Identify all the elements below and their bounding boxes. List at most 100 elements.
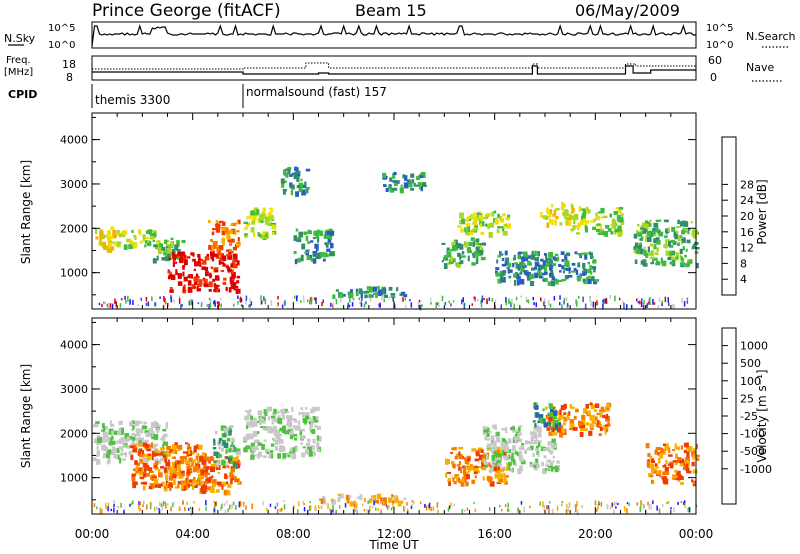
velocity-colorbar-tick-label: 100: [740, 375, 761, 388]
power-cell: [156, 255, 159, 261]
velocity-cell: [193, 449, 197, 453]
power-cell: [596, 223, 601, 226]
velocity-cell: [686, 467, 690, 474]
velocity-cell: [197, 473, 201, 479]
power-cell: [609, 213, 613, 218]
power-cell: [593, 266, 596, 273]
power-cell: [601, 231, 606, 236]
power-cell: [225, 286, 228, 292]
velocity-cell: [148, 428, 154, 433]
velocity-cell: [231, 478, 235, 481]
power-ground-scatter: [220, 297, 222, 301]
velocity-cell: [237, 465, 241, 469]
velocity-cell: [471, 479, 476, 484]
velocity-cell: [492, 424, 496, 429]
velocity-cell: [497, 465, 500, 471]
velocity-cell: [503, 477, 507, 484]
velocity-cell: [194, 485, 198, 488]
velocity-cell: [134, 420, 140, 427]
velocity-cell: [224, 473, 228, 479]
velocity-cell: [403, 497, 406, 500]
velocity-cell: [688, 446, 693, 450]
power-cell: [116, 241, 121, 248]
power-cell: [519, 279, 525, 285]
power-cell: [534, 272, 539, 279]
power-cell: [690, 221, 693, 224]
power-cell: [574, 214, 579, 221]
velocity-ground-scatter: [186, 501, 188, 506]
power-cell: [580, 219, 585, 225]
power-cell: [584, 272, 587, 276]
velocity-cell: [199, 482, 204, 487]
power-cell: [100, 229, 103, 232]
power-cell: [489, 222, 494, 228]
velocity-cell: [268, 415, 271, 419]
velocity-cell: [202, 484, 207, 490]
power-ground-scatter: [683, 301, 686, 307]
power-cell: [531, 250, 534, 256]
velocity-ground-scatter: [232, 501, 235, 506]
power-cell: [675, 230, 679, 234]
velocity-cell: [562, 429, 565, 434]
power-ground-scatter: [402, 297, 404, 302]
velocity-ground-scatter: [190, 507, 193, 514]
velocity-cell: [150, 475, 154, 480]
power-cell: [181, 239, 186, 244]
power-cell: [583, 281, 588, 285]
velocity-cell: [278, 447, 284, 453]
velocity-cell: [458, 446, 464, 450]
velocity-cell: [139, 460, 145, 465]
velocity-ground-scatter: [302, 500, 304, 504]
velocity-ground-scatter: [243, 501, 245, 504]
velocity-cell: [227, 483, 232, 488]
power-cell: [480, 231, 485, 235]
velocity-cell: [168, 483, 173, 488]
velocity-heatmap: [92, 402, 700, 516]
power-ground-scatter: [559, 295, 561, 300]
velocity-cell: [607, 418, 610, 424]
velocity-cell: [192, 459, 196, 463]
velocity-cell: [537, 441, 541, 447]
power-ground-scatter: [664, 296, 667, 303]
power-ground-scatter: [200, 302, 203, 308]
power-cell: [475, 239, 478, 245]
velocity-ground-scatter: [574, 504, 576, 508]
velocity-cell: [359, 494, 363, 501]
velocity-cell: [154, 467, 159, 471]
date-label: 06/May/2009: [575, 1, 680, 20]
power-cell: [552, 213, 556, 217]
velocity-cell: [570, 406, 575, 409]
power-cell: [350, 289, 353, 293]
velocity-colorbar-tick-label: -500: [740, 445, 765, 458]
velocity-ground-scatter: [107, 502, 110, 507]
velocity-cell: [526, 448, 532, 451]
velocity-cell: [133, 468, 136, 472]
power-cell: [464, 241, 468, 248]
power-cell: [232, 257, 236, 262]
velocity-cell: [602, 414, 606, 419]
velocity-cell: [548, 403, 553, 409]
velocity-cell: [307, 417, 312, 420]
power-ground-scatter: [240, 298, 243, 303]
power-cell: [214, 286, 219, 293]
velocity-cell: [261, 418, 265, 424]
velocity-cell: [280, 446, 286, 452]
power-cell: [544, 271, 548, 276]
power-cell: [455, 241, 458, 248]
power-ground-scatter: [132, 299, 134, 305]
power-cell: [670, 251, 676, 254]
power-cell: [235, 288, 241, 294]
power-cell: [588, 275, 591, 279]
power-cell: [416, 175, 420, 181]
power-cell: [266, 216, 272, 222]
power-cell: [134, 236, 137, 241]
power-ground-scatter: [553, 296, 556, 301]
velocity-cell: [143, 421, 147, 425]
power-cell: [293, 173, 297, 180]
power-ground-scatter: [250, 301, 253, 306]
power-colorbar-tick-label: 8: [740, 257, 747, 270]
velocity-cell: [165, 423, 169, 429]
velocity-ground-scatter: [274, 506, 277, 509]
power-cell: [226, 253, 232, 257]
